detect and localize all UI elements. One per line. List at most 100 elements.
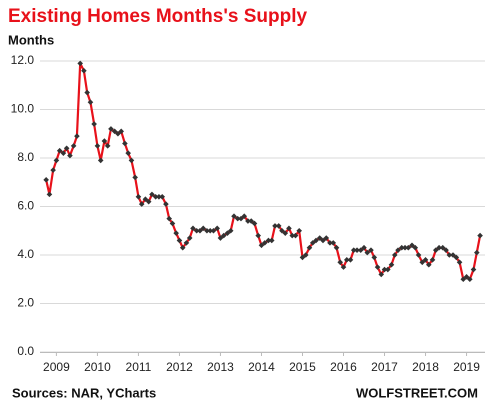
marker: [111, 128, 118, 135]
marker: [50, 167, 56, 173]
marker: [357, 247, 364, 253]
marker: [446, 252, 453, 258]
marker: [63, 145, 70, 152]
marker: [94, 143, 101, 149]
marker: [422, 257, 429, 263]
marker: [77, 60, 83, 67]
marker: [200, 225, 207, 232]
marker: [313, 237, 319, 244]
x-tick-label: 2014: [248, 360, 275, 374]
marker: [292, 232, 299, 239]
marker: [268, 237, 275, 244]
marker: [169, 220, 176, 227]
y-tick-label: 0.0: [17, 344, 34, 358]
marker: [56, 147, 63, 154]
y-tick-label: 8.0: [17, 150, 34, 164]
marker: [251, 220, 258, 227]
marker: [302, 252, 309, 258]
y-tick-label: 10.0: [11, 102, 35, 116]
marker: [402, 244, 408, 251]
marker: [176, 237, 183, 244]
x-tick-label: 2012: [166, 360, 193, 374]
marker: [46, 191, 53, 198]
marker: [378, 271, 385, 278]
marker: [364, 249, 371, 256]
marker: [125, 150, 131, 156]
watermark: WOLFSTREET.COM: [356, 385, 478, 400]
marker: [142, 196, 149, 203]
marker: [450, 252, 456, 258]
y-axis-label: Months: [8, 32, 54, 47]
y-tick-label: 12.0: [11, 53, 35, 67]
marker: [470, 266, 477, 273]
marker: [115, 130, 121, 137]
marker: [272, 223, 278, 229]
marker: [67, 152, 73, 159]
marker: [183, 240, 190, 246]
marker: [368, 247, 374, 253]
marker: [477, 232, 483, 239]
x-tick-label: 2011: [126, 360, 152, 374]
marker: [282, 230, 289, 236]
marker: [255, 232, 261, 239]
marker: [347, 257, 354, 263]
marker: [248, 218, 255, 224]
marker: [190, 225, 196, 232]
marker: [361, 244, 367, 251]
marker: [227, 227, 234, 234]
marker: [87, 99, 94, 106]
marker: [166, 215, 172, 222]
marker: [439, 244, 446, 251]
marker: [426, 261, 432, 268]
marker: [204, 227, 210, 234]
marker: [279, 227, 285, 234]
y-tick-label: 4.0: [17, 247, 34, 261]
marker: [343, 257, 350, 263]
marker: [207, 227, 214, 234]
marker: [104, 143, 111, 149]
marker: [443, 247, 449, 253]
marker: [74, 133, 80, 139]
marker: [241, 213, 248, 219]
marker: [234, 215, 241, 222]
marker: [210, 227, 217, 234]
marker: [261, 240, 268, 246]
x-tick-label: 2018: [412, 360, 439, 374]
marker: [374, 264, 381, 270]
marker: [456, 259, 463, 266]
marker: [330, 240, 337, 246]
marker: [436, 244, 442, 251]
marker: [135, 194, 142, 200]
marker: [122, 140, 128, 147]
marker: [265, 237, 272, 244]
marker: [371, 254, 378, 261]
marker: [128, 157, 135, 164]
marker: [429, 257, 436, 263]
chart-title: Existing Homes Months's Supply: [8, 6, 307, 27]
marker: [60, 150, 67, 156]
marker: [337, 259, 344, 266]
marker: [238, 215, 244, 222]
marker: [197, 227, 203, 234]
marker: [145, 198, 152, 205]
x-tick-label: 2013: [207, 360, 234, 374]
marker: [186, 235, 193, 241]
marker: [156, 194, 162, 200]
marker: [381, 266, 388, 273]
marker: [391, 252, 398, 258]
marker: [84, 89, 90, 96]
marker: [299, 254, 306, 261]
marker: [323, 235, 330, 241]
marker: [163, 201, 169, 207]
marker: [398, 244, 405, 251]
marker: [388, 261, 395, 268]
marker: [159, 194, 166, 200]
marker: [286, 225, 292, 232]
marker: [296, 227, 303, 234]
marker: [43, 177, 49, 183]
x-tick-label: 2009: [43, 360, 70, 374]
x-tick-label: 2010: [84, 360, 111, 374]
marker: [138, 201, 145, 207]
marker: [245, 218, 251, 224]
marker: [333, 244, 340, 251]
